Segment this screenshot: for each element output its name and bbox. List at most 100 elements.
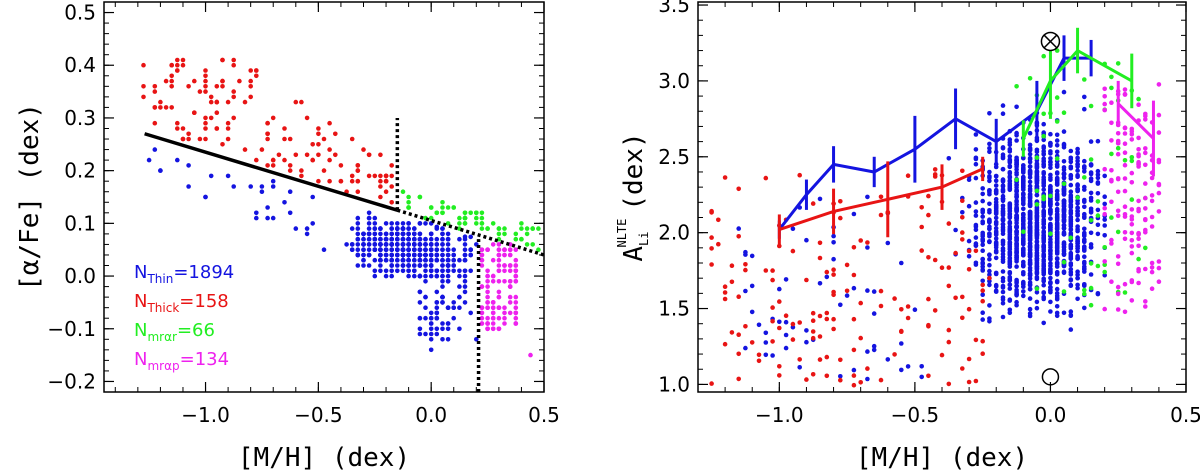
mrap-point [490,273,496,279]
thin-disc-li-point [980,233,985,239]
legend-label: N [134,262,147,283]
thin-disc-point [406,257,411,263]
thin-disc-li-point [1061,251,1067,256]
thin-disc-point [361,231,366,237]
thin-disc-point [428,326,434,332]
thick-disc-point [327,147,332,152]
thin-disc-li-point [1075,161,1080,167]
thick-disc-li-point [953,250,958,256]
thin-disc-point [400,247,406,252]
thin-disc-point [361,252,366,258]
thin-disc-li-point [987,226,992,232]
thick-disc-point [316,126,321,131]
thin-disc-li-point [1041,148,1046,154]
thin-disc-point [417,221,423,226]
thin-disc-li-point [987,146,992,151]
thin-disc-point [417,331,423,337]
mrar-li-point [1082,287,1087,293]
thin-disc-li-point [980,186,985,191]
mrap-li-point [1122,150,1128,155]
mrap-point [507,247,513,252]
thin-disc-li-point [1000,259,1006,265]
mrap-li-point [1136,230,1141,236]
thin-disc-li-point [865,288,870,293]
thin-disc-li-point [1075,183,1080,188]
thin-disc-point [248,184,253,189]
mrar-li-point [1095,213,1101,218]
thin-disc-li-point [987,252,992,258]
thin-disc-li-point [777,319,782,325]
thick-disc-point [225,126,231,131]
thin-disc-point [434,326,440,332]
thick-disc-point [389,173,395,179]
mrap-point [496,289,502,295]
mrap-li-point [1129,244,1135,249]
thin-disc-point [293,226,299,231]
thick-disc-point [208,99,214,105]
thin-disc-li-point [1000,146,1006,151]
thin-disc-li-point [1000,254,1006,260]
thin-disc-li-point [1027,283,1033,288]
thick-disc-li-point [709,208,714,214]
thick-disc-li-point [980,338,985,344]
thick-disc-li-point [763,175,769,181]
thick-disc-point [333,152,338,158]
thin-disc-li-point [1007,278,1013,283]
thin-disc-point [417,315,423,321]
thick-disc-li-point [770,277,775,283]
thin-disc-li-point [1000,166,1006,172]
thin-disc-li-point [987,220,992,225]
thick-disc-point [378,194,383,200]
separation-line [144,132,398,212]
thick-disc-point [321,136,327,142]
thin-disc-li-point [1068,309,1074,314]
thick-disc-li-point [749,340,755,345]
thin-disc-point [474,337,479,342]
thin-disc-li-point [1068,208,1074,213]
thin-disc-point [417,326,423,332]
thin-disc-point [310,221,316,226]
thin-disc-li-point [1034,299,1040,305]
thick-disc-li-point [817,240,823,246]
thin-disc-li-point [1048,242,1053,248]
thin-disc-li-point [1014,242,1019,247]
thick-disc-point [197,89,203,94]
thick-disc-li-point [810,335,816,341]
thin-disc-li-point [1095,172,1101,177]
thin-disc-li-point [1075,269,1080,275]
right-y-label-base: A [619,246,649,262]
mrap-li-point [1109,138,1114,143]
thin-disc-li-point [1000,314,1006,320]
thick-disc-point [316,178,321,184]
thick-disc-li-point [858,300,863,306]
thin-disc-point [434,273,440,279]
thin-disc-point [287,210,293,216]
mrap-li-point [1143,195,1148,201]
thin-disc-li-point [1048,211,1053,217]
thick-disc-point [237,78,242,84]
thin-disc-point [434,289,440,295]
thin-disc-li-point [987,201,992,207]
mrap-points [479,242,533,358]
thin-disc-point [372,221,378,226]
thick-disc-li-point [905,173,911,178]
mrar-point [462,210,468,216]
thin-disc-point [412,252,417,258]
thin-disc-li-point [1075,224,1080,229]
mrar-li-point [1054,48,1060,53]
thin-disc-point [389,226,395,231]
thin-disc-point [434,300,440,305]
thick-disc-li-point [858,335,863,341]
thin-disc-li-point [1088,178,1094,184]
thick-disc-point [349,178,355,184]
mrap-li-point [1102,259,1107,264]
thin-disc-li-point [865,376,870,382]
thick-disc-li-point [980,351,985,357]
thin-disc-point [372,231,378,237]
thin-disc-li-point [1061,171,1067,176]
mrar-point [474,221,479,226]
thin-disc-li-point [1088,195,1094,201]
thin-disc-point [451,247,457,252]
thin-disc-li-point [993,174,999,179]
thick-disc-point [248,84,253,89]
